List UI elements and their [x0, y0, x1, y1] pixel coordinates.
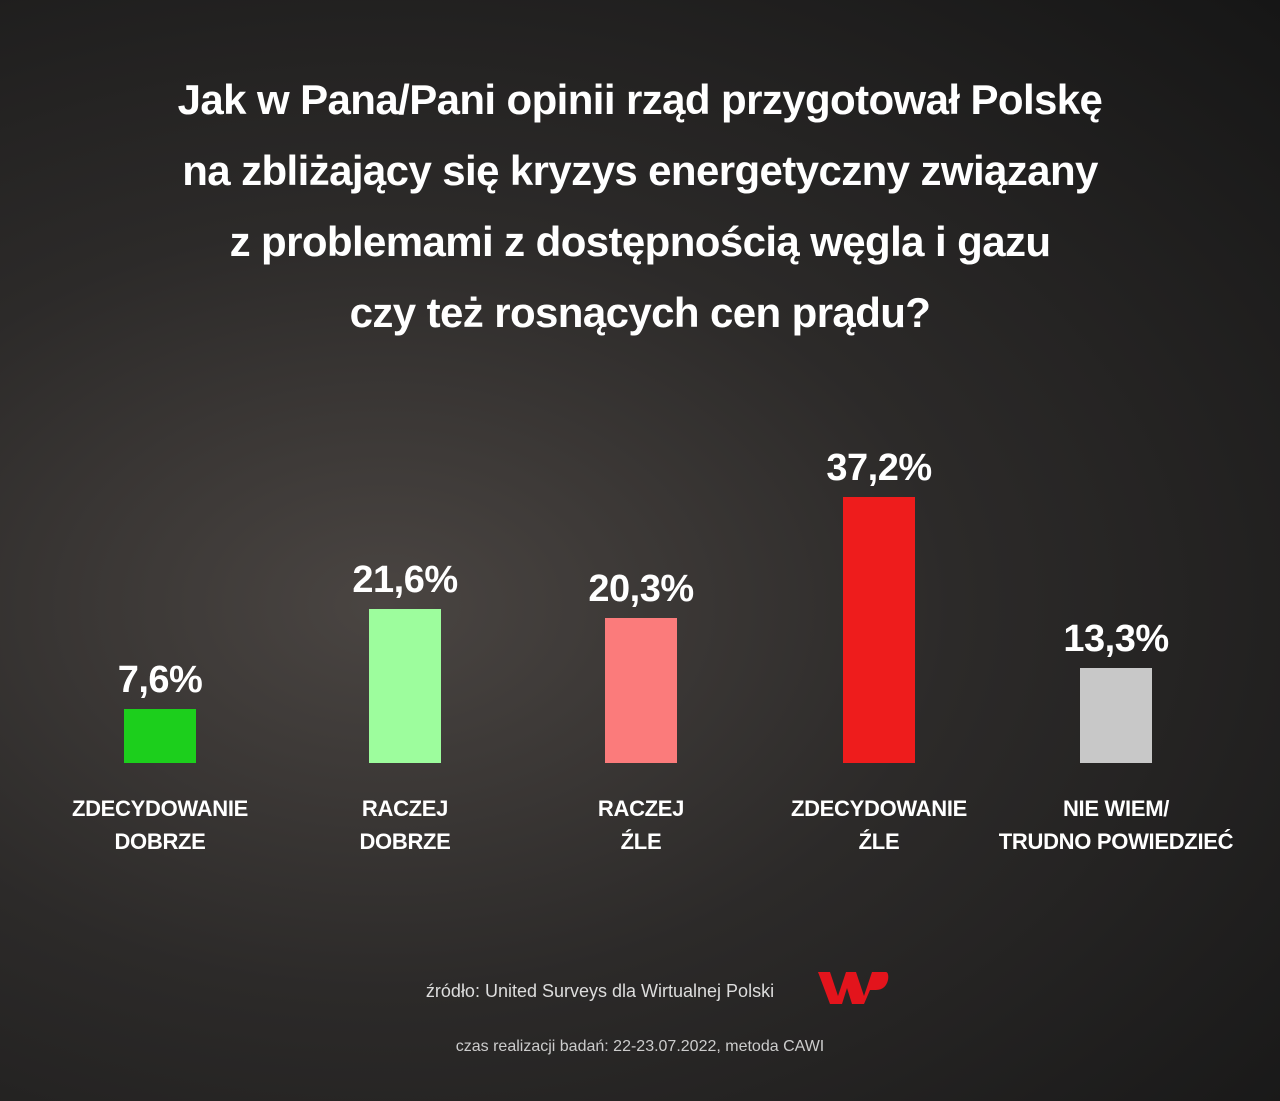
category-label: ZDECYDOWANIE DOBRZE — [71, 796, 249, 854]
category-label: RACZEJ ŹLE — [597, 796, 685, 854]
chart-title: Jak w Pana/Pani opinii rząd przygotował … — [177, 76, 1103, 336]
category-label: ZDECYDOWANIE ŹLE — [790, 796, 968, 854]
bar — [1080, 667, 1152, 763]
value-label: 7,6% — [117, 658, 203, 701]
category-label: NIE WIEM/ TRUDNO POWIEDZIEĆ — [998, 796, 1234, 854]
value-label: 13,3% — [1063, 617, 1169, 660]
survey-note: czas realizacji badań: 22-23.07.2022, me… — [455, 1038, 825, 1055]
value-label: 21,6% — [352, 558, 458, 601]
category-label: RACZEJ DOBRZE — [359, 796, 451, 854]
bar — [124, 708, 196, 763]
bar — [369, 608, 441, 763]
source: źródło: United Surveys dla Wirtualnej Po… — [425, 981, 775, 1001]
value-label: 20,3% — [588, 567, 694, 610]
bar — [843, 497, 915, 763]
value-label: 37,2% — [826, 447, 932, 490]
bar — [605, 617, 677, 763]
logo — [818, 972, 889, 1004]
